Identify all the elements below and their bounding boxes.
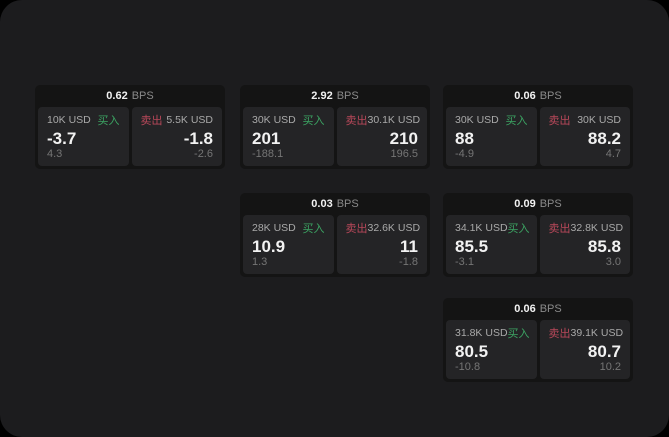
buy-side-label: 买入 (302, 223, 325, 235)
buy-delta: 4.3 (47, 148, 63, 160)
quote-card[interactable]: 0.62 BPS 10K USD 买入 -3.7 4.3 卖出 5.5K USD… (35, 85, 225, 169)
buy-side-label: 买入 (507, 223, 530, 235)
bps-unit: BPS (539, 198, 562, 210)
card-header: 0.09 BPS (443, 193, 633, 215)
sell-delta: -2.6 (194, 148, 213, 160)
buy-price: 10.9 (252, 237, 286, 256)
sell-panel[interactable]: 卖出 30K USD 88.2 4.7 (539, 107, 630, 166)
bps-unit: BPS (336, 198, 359, 210)
bps-value: 0.03 (311, 198, 333, 210)
sell-amount: 30.1K USD (367, 114, 421, 126)
sell-delta: 4.7 (605, 148, 621, 160)
sell-side-label: 卖出 (548, 115, 571, 127)
buy-amount: 30K USD (252, 114, 296, 126)
buy-amount: 30K USD (455, 114, 499, 126)
buy-panel[interactable]: 31.8K USD 买入 80.5 -10.8 (446, 320, 537, 379)
buy-delta: -188.1 (252, 148, 284, 160)
sell-side-label: 卖出 (140, 115, 163, 127)
buy-side-label: 买入 (505, 115, 528, 127)
sell-price: -1.8 (183, 129, 213, 148)
sell-price: 80.7 (587, 342, 621, 361)
quote-card[interactable]: 2.92 BPS 30K USD 买入 201 -188.1 卖出 30.1K … (240, 85, 430, 169)
buy-amount: 28K USD (252, 222, 296, 234)
sell-amount: 5.5K USD (166, 114, 213, 126)
card-header: 0.62 BPS (35, 85, 225, 107)
buy-side-label: 买入 (507, 328, 530, 340)
sell-side-label: 卖出 (548, 223, 571, 235)
bps-unit: BPS (336, 90, 359, 102)
bps-value: 2.92 (311, 90, 333, 102)
bps-unit: BPS (539, 303, 562, 315)
buy-delta: -4.9 (455, 148, 474, 160)
sell-delta: -1.8 (399, 256, 418, 268)
card-header: 2.92 BPS (240, 85, 430, 107)
buy-price: 201 (252, 129, 281, 148)
sell-delta: 196.5 (390, 148, 418, 160)
sell-price: 88.2 (587, 129, 621, 148)
buy-delta: -3.1 (455, 256, 474, 268)
quote-card[interactable]: 0.09 BPS 34.1K USD 买入 85.5 -3.1 卖出 32.8K… (443, 193, 633, 277)
quote-card[interactable]: 0.06 BPS 30K USD 买入 88 -4.9 卖出 30K USD 8… (443, 85, 633, 169)
sell-panel[interactable]: 卖出 30.1K USD 210 196.5 (336, 107, 427, 166)
quote-card[interactable]: 0.06 BPS 31.8K USD 买入 80.5 -10.8 卖出 39.1… (443, 298, 633, 382)
buy-amount: 34.1K USD (455, 222, 508, 234)
buy-panel[interactable]: 30K USD 买入 88 -4.9 (446, 107, 537, 166)
buy-delta: 1.3 (252, 256, 268, 268)
card-header: 0.03 BPS (240, 193, 430, 215)
card-header: 0.06 BPS (443, 85, 633, 107)
bps-unit: BPS (539, 90, 562, 102)
buy-delta: -10.8 (455, 361, 481, 373)
sell-panel[interactable]: 卖出 32.6K USD 11 -1.8 (336, 215, 427, 274)
buy-price: 85.5 (455, 237, 489, 256)
quote-card[interactable]: 0.03 BPS 28K USD 买入 10.9 1.3 卖出 32.6K US… (240, 193, 430, 277)
sell-delta: 10.2 (599, 361, 621, 373)
bps-value: 0.06 (514, 303, 536, 315)
sell-amount: 30K USD (577, 114, 621, 126)
sell-side-label: 卖出 (345, 223, 368, 235)
sell-price: 210 (389, 129, 418, 148)
buy-price: 80.5 (455, 342, 489, 361)
bps-value: 0.06 (514, 90, 536, 102)
sell-panel[interactable]: 卖出 39.1K USD 80.7 10.2 (539, 320, 630, 379)
bps-unit: BPS (131, 90, 154, 102)
buy-price: 88 (455, 129, 474, 148)
buy-panel[interactable]: 34.1K USD 买入 85.5 -3.1 (446, 215, 537, 274)
sell-amount: 39.1K USD (570, 327, 624, 339)
sell-panel[interactable]: 卖出 5.5K USD -1.8 -2.6 (131, 107, 222, 166)
sell-panel[interactable]: 卖出 32.8K USD 85.8 3.0 (539, 215, 630, 274)
buy-amount: 10K USD (47, 114, 91, 126)
buy-panel[interactable]: 30K USD 买入 201 -188.1 (243, 107, 334, 166)
sell-price: 11 (400, 237, 418, 256)
buy-side-label: 买入 (302, 115, 325, 127)
sell-amount: 32.6K USD (367, 222, 421, 234)
buy-price: -3.7 (47, 129, 77, 148)
sell-side-label: 卖出 (548, 328, 571, 340)
sell-side-label: 卖出 (345, 115, 368, 127)
buy-amount: 31.8K USD (455, 327, 508, 339)
buy-panel[interactable]: 10K USD 买入 -3.7 4.3 (38, 107, 129, 166)
buy-panel[interactable]: 28K USD 买入 10.9 1.3 (243, 215, 334, 274)
bps-value: 0.09 (514, 198, 536, 210)
sell-amount: 32.8K USD (570, 222, 624, 234)
sell-price: 85.8 (587, 237, 621, 256)
sell-delta: 3.0 (605, 256, 621, 268)
buy-side-label: 买入 (97, 115, 120, 127)
bps-value: 0.62 (106, 90, 128, 102)
card-header: 0.06 BPS (443, 298, 633, 320)
